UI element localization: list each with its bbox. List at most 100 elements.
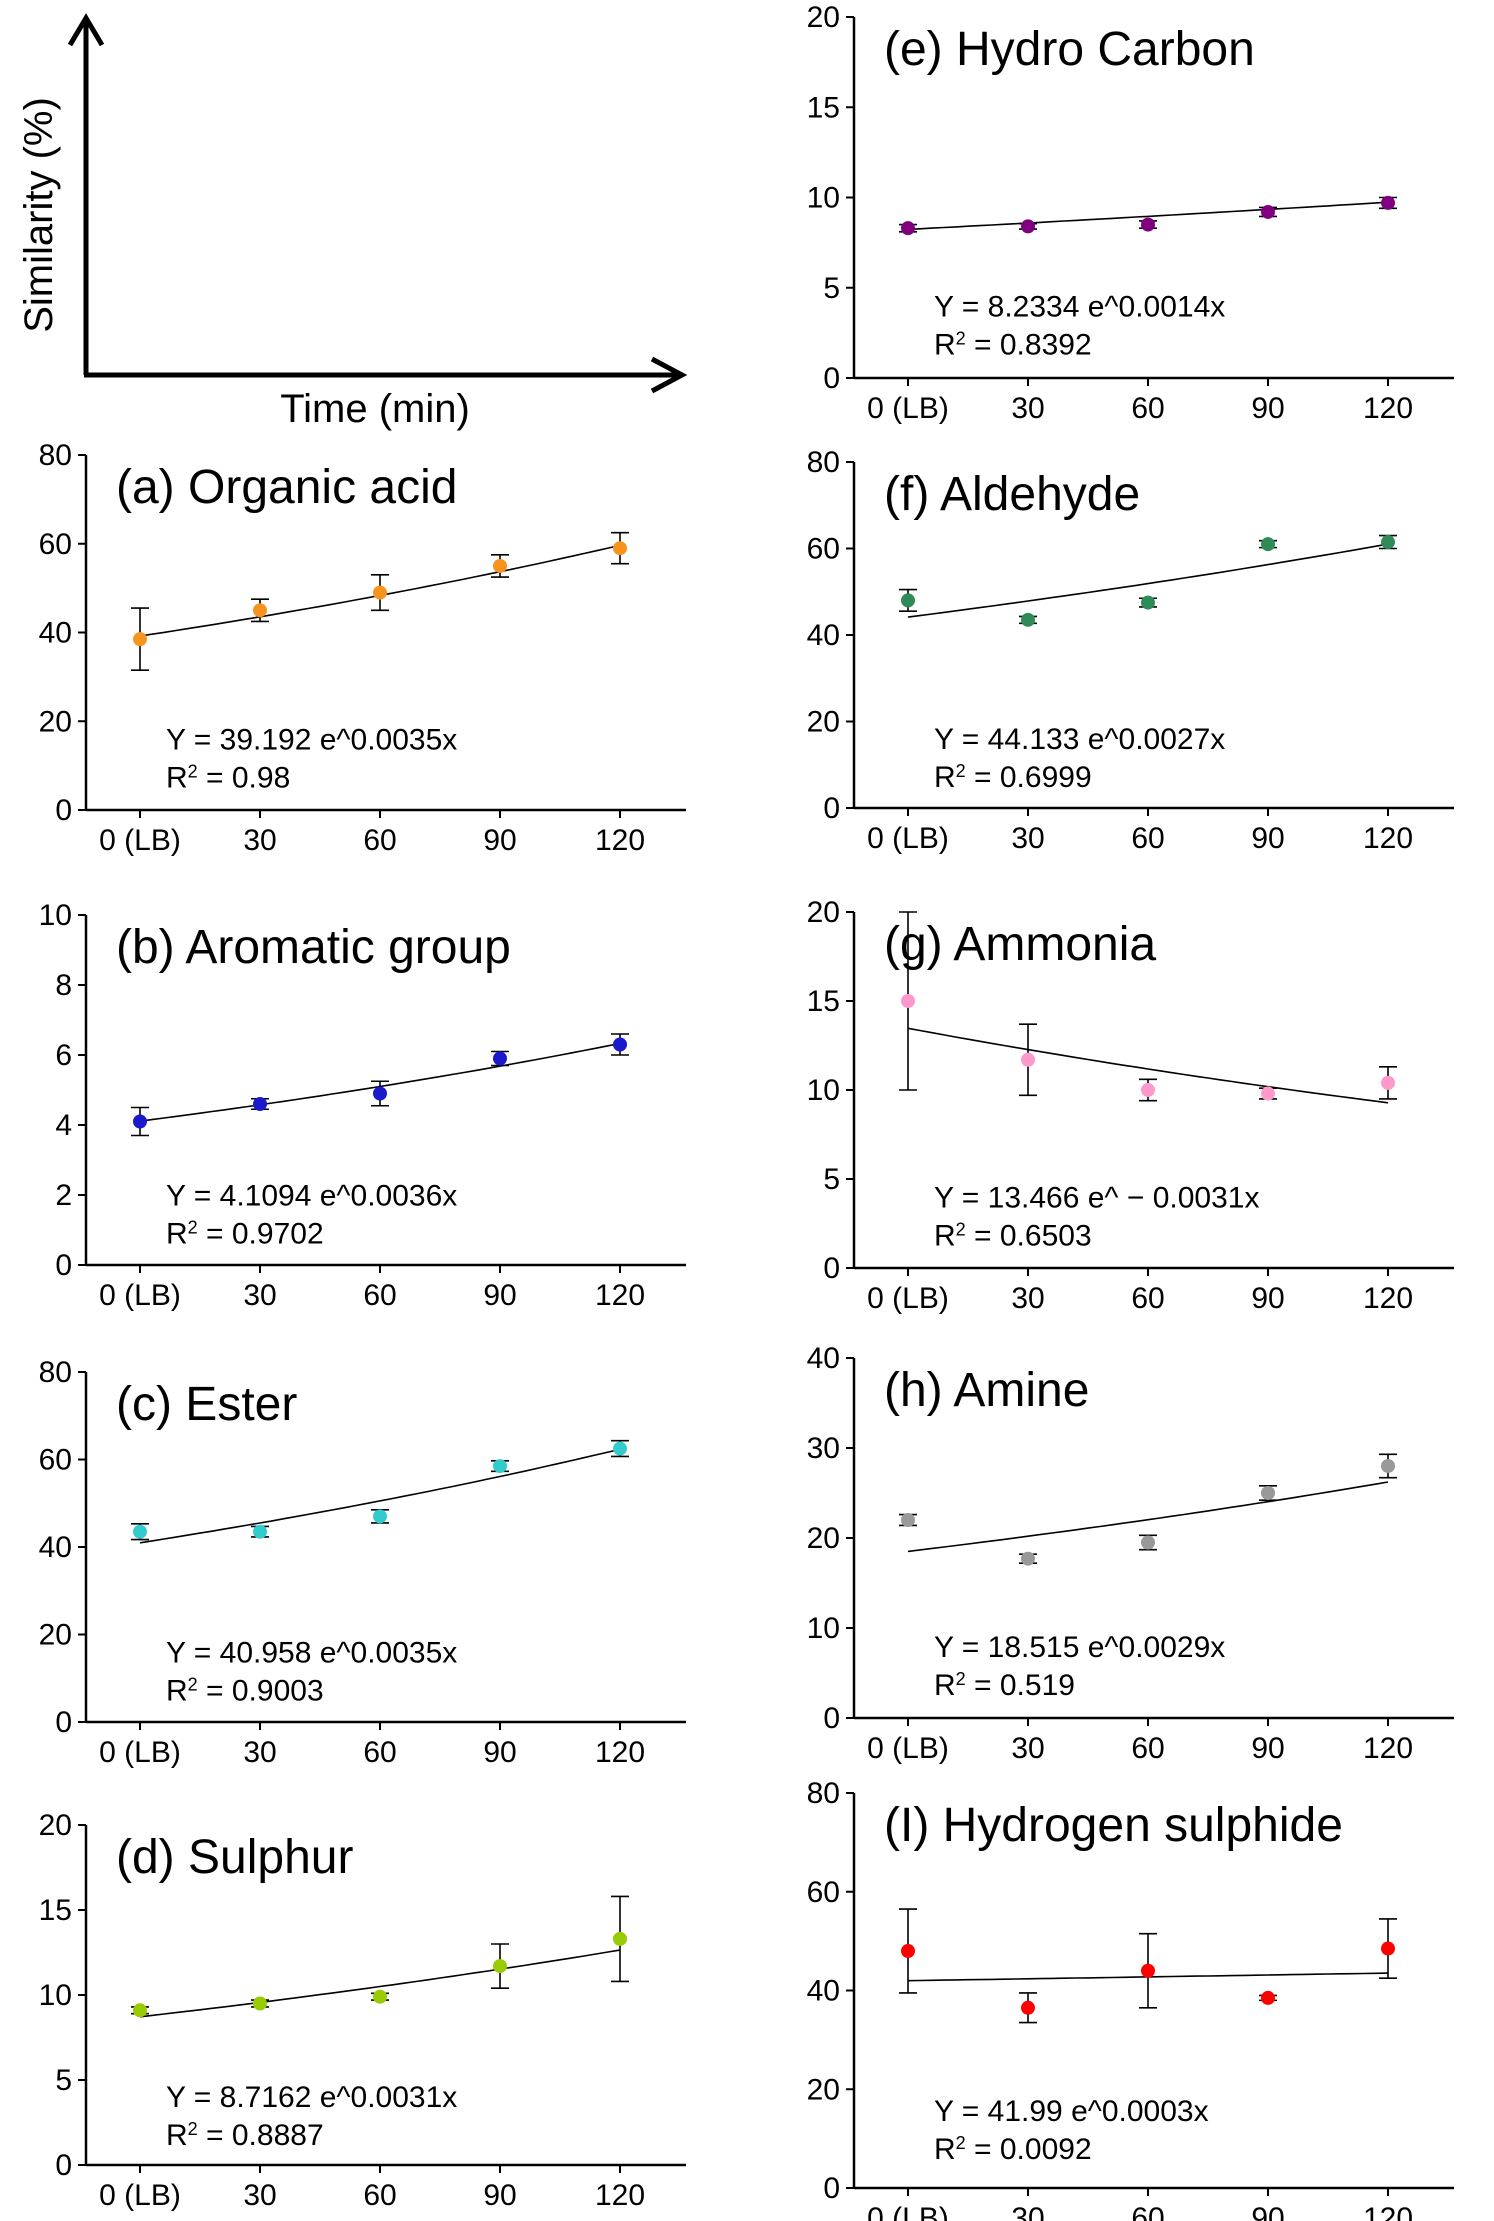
chart-title: (e) Hydro Carbon <box>884 23 1255 76</box>
x-tick-label: 30 <box>1011 1732 1044 1765</box>
y-tick-label: 4 <box>55 1109 72 1142</box>
x-tick-label: 0 (LB) <box>99 824 181 857</box>
x-tick-label: 0 (LB) <box>867 1732 949 1765</box>
x-tick-label: 120 <box>595 2179 645 2212</box>
r-squared: R2 = 0.8887 <box>166 2119 324 2152</box>
y-tick-label: 8 <box>55 969 72 1002</box>
data-point <box>901 994 915 1008</box>
r-squared: R2 = 0.6503 <box>934 1219 1092 1252</box>
data-point <box>493 1959 507 1974</box>
y-tick-label: 0 <box>823 362 840 395</box>
y-tick-label: 80 <box>807 446 840 479</box>
y-tick-label: 20 <box>807 706 840 739</box>
fit-equation: Y = 8.2334 e^0.0014x <box>934 291 1225 324</box>
y-tick-label: 6 <box>55 1039 72 1072</box>
data-point <box>133 1114 147 1129</box>
x-tick-label: 120 <box>595 1279 645 1312</box>
data-point <box>133 2003 147 2018</box>
schematic-y-arrowhead-icon <box>67 13 105 47</box>
x-tick-label: 90 <box>483 1736 516 1769</box>
data-point <box>613 1441 627 1456</box>
data-point <box>133 1524 147 1539</box>
chart-panel-b: 0 2 4 6 8 10 0 (LB) 30 60 90 120 (b) Aromatic group… <box>39 899 686 1312</box>
r-squared: R2 = 0.9702 <box>166 1218 324 1251</box>
y-tick-label: 0 <box>55 1706 72 1739</box>
fit-equation: Y = 18.515 e^0.0029x <box>934 1631 1225 1664</box>
chart-title: (a) Organic acid <box>116 461 457 514</box>
chart-title: (g) Ammonia <box>884 918 1156 971</box>
y-tick-label: 0 <box>823 1702 840 1735</box>
data-point <box>1381 1459 1395 1473</box>
data-point <box>1141 217 1155 232</box>
data-point <box>1021 219 1035 234</box>
data-point <box>1261 204 1275 219</box>
x-tick-label: 120 <box>1363 2202 1413 2221</box>
r-squared: R2 = 0.0092 <box>934 2133 1092 2166</box>
y-tick-label: 20 <box>39 1619 72 1652</box>
fit-equation: Y = 44.133 e^0.0027x <box>934 723 1225 756</box>
fit-equation: Y = 13.466 e^ − 0.0031x <box>934 1181 1259 1214</box>
data-point <box>901 221 915 236</box>
y-tick-label: 40 <box>807 1342 840 1375</box>
y-tick-label: 10 <box>39 899 72 932</box>
x-tick-label: 30 <box>243 824 276 857</box>
fit-equation: Y = 4.1094 e^0.0036x <box>166 1180 457 1213</box>
data-point <box>1261 1486 1275 1500</box>
fit-curve <box>907 201 1389 231</box>
y-tick-label: 5 <box>55 2064 72 2097</box>
x-tick-label: 30 <box>243 2179 276 2212</box>
y-tick-label: 20 <box>807 1522 840 1555</box>
data-point <box>493 1459 507 1474</box>
data-point <box>901 593 915 608</box>
x-tick-label: 60 <box>1131 392 1164 425</box>
x-tick-label: 30 <box>1011 822 1044 855</box>
y-tick-label: 40 <box>39 1531 72 1564</box>
x-tick-label: 0 (LB) <box>99 2179 181 2212</box>
fit-curve <box>907 1027 1389 1104</box>
data-point <box>1141 1083 1155 1097</box>
x-tick-label: 90 <box>483 2179 516 2212</box>
r-squared: R2 = 0.6999 <box>934 761 1092 794</box>
data-point <box>1381 1941 1395 1956</box>
data-point <box>1021 612 1035 627</box>
x-tick-label: 60 <box>1131 2202 1164 2221</box>
x-tick-label: 120 <box>1363 392 1413 425</box>
y-tick-label: 40 <box>807 619 840 652</box>
data-point <box>373 1509 387 1524</box>
x-tick-label: 30 <box>1011 2202 1044 2221</box>
data-point <box>1021 1052 1035 1067</box>
chart-panel-a: 0 20 40 60 80 0 (LB) 30 60 90 120 (a) Organic acid… <box>39 439 686 857</box>
x-tick-label: 90 <box>1251 822 1284 855</box>
y-tick-label: 0 <box>55 1249 72 1282</box>
y-tick-label: 80 <box>807 1777 840 1810</box>
data-point <box>901 1944 915 1958</box>
y-tick-label: 0 <box>823 2172 840 2205</box>
data-point <box>901 1513 915 1527</box>
y-tick-label: 60 <box>807 1876 840 1909</box>
data-point <box>133 632 147 647</box>
y-tick-label: 20 <box>807 1 840 34</box>
chart-panel-h: 0 10 20 30 40 0 (LB) 30 60 90 120 (h) Amine Y = 18.… <box>807 1342 1454 1765</box>
y-tick-label: 60 <box>39 528 72 561</box>
chart-panel-e: 0 5 10 15 20 0 (LB) 30 60 90 120 (e) Hydro Carbon Y… <box>807 1 1454 425</box>
data-point <box>1381 1075 1395 1090</box>
y-tick-label: 10 <box>39 1979 72 2012</box>
r-squared: R2 = 0.98 <box>166 762 290 795</box>
y-tick-label: 20 <box>807 2073 840 2106</box>
data-point <box>373 1989 387 2004</box>
y-tick-label: 10 <box>807 1612 840 1645</box>
x-tick-label: 0 (LB) <box>99 1279 181 1312</box>
y-tick-label: 0 <box>823 1252 840 1285</box>
y-tick-label: 10 <box>807 182 840 215</box>
data-point <box>493 558 507 573</box>
x-tick-label: 120 <box>1363 1732 1413 1765</box>
schematic-x-arrowhead-icon <box>650 356 688 394</box>
x-tick-label: 60 <box>1131 1732 1164 1765</box>
axis-schematic-panel: Similarity (%) Time (min) <box>17 13 688 431</box>
data-point <box>253 1524 267 1539</box>
x-tick-label: 0 (LB) <box>867 822 949 855</box>
x-tick-label: 60 <box>363 1279 396 1312</box>
y-tick-label: 80 <box>39 1356 72 1389</box>
